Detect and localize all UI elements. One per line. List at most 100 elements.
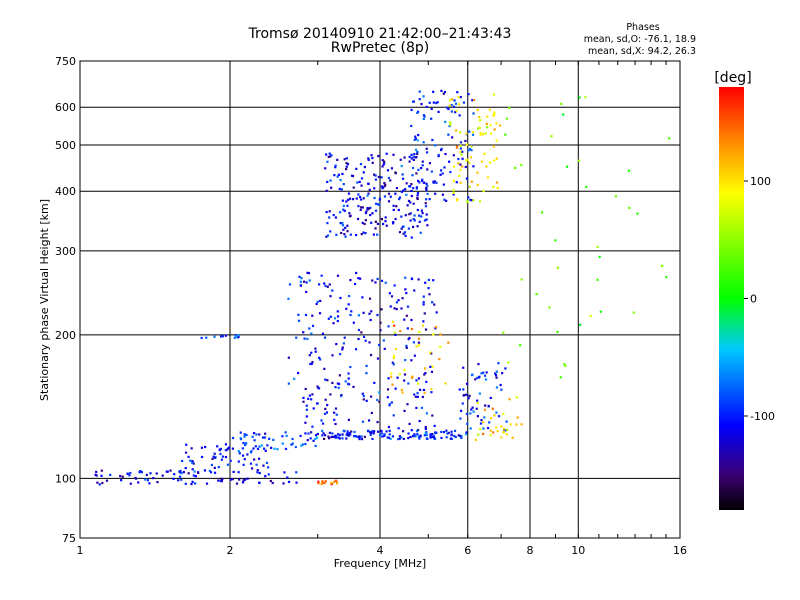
- data-point: [309, 362, 312, 366]
- data-point: [465, 382, 469, 385]
- data-point: [386, 388, 390, 391]
- data-point: [350, 430, 353, 433]
- data-point: [430, 107, 433, 111]
- data-point: [447, 431, 450, 435]
- data-point: [380, 432, 383, 435]
- data-point: [437, 110, 440, 114]
- data-point: [489, 124, 492, 127]
- data-point: [417, 214, 421, 217]
- data-point: [305, 290, 308, 294]
- data-point: [412, 158, 415, 161]
- data-point: [428, 198, 431, 201]
- data-point: [427, 278, 431, 282]
- data-point: [305, 415, 308, 418]
- data-point: [213, 335, 216, 338]
- data-point: [245, 433, 248, 437]
- data-point: [369, 433, 372, 437]
- data-point: [291, 442, 295, 445]
- data-point: [330, 186, 333, 189]
- data-point: [356, 435, 359, 439]
- data-point: [253, 458, 256, 461]
- data-point: [438, 358, 441, 361]
- data-point: [381, 222, 385, 226]
- data-point: [500, 388, 503, 391]
- data-point: [324, 398, 327, 401]
- data-point: [504, 367, 507, 370]
- data-point: [187, 472, 190, 475]
- data-point: [300, 444, 303, 447]
- data-point: [372, 233, 375, 236]
- data-point: [309, 437, 312, 440]
- data-point: [497, 362, 500, 365]
- data-point: [284, 431, 287, 434]
- data-point: [491, 407, 494, 410]
- data-point: [359, 208, 362, 211]
- data-point: [502, 412, 505, 416]
- data-point: [203, 469, 207, 472]
- data-point: [489, 396, 492, 400]
- data-point: [467, 397, 470, 400]
- data-point: [395, 308, 398, 311]
- data-point: [565, 165, 569, 168]
- data-point: [330, 482, 333, 486]
- data-point: [440, 147, 443, 151]
- data-point: [217, 465, 220, 469]
- data-point: [191, 468, 194, 471]
- data-point: [387, 436, 391, 439]
- data-point: [473, 98, 476, 102]
- data-point: [340, 231, 343, 235]
- data-point: [400, 307, 403, 310]
- data-point: [370, 411, 373, 415]
- data-point: [435, 311, 438, 314]
- data-point: [336, 175, 339, 178]
- data-point: [322, 481, 325, 485]
- data-point: [388, 292, 391, 295]
- data-point: [636, 212, 639, 215]
- data-point: [256, 471, 259, 474]
- data-point: [308, 394, 311, 397]
- data-point: [341, 222, 344, 225]
- data-point: [399, 329, 402, 333]
- data-point: [520, 163, 523, 167]
- data-point: [386, 396, 389, 399]
- data-point: [423, 181, 426, 184]
- data-point: [416, 150, 419, 154]
- data-point: [329, 315, 332, 318]
- data-point: [253, 439, 256, 442]
- data-point: [341, 224, 345, 227]
- data-point: [471, 406, 474, 409]
- data-point: [489, 132, 493, 135]
- data-point: [339, 178, 342, 182]
- data-point: [184, 466, 187, 470]
- data-point: [231, 478, 234, 481]
- data-point: [434, 326, 438, 329]
- data-point: [380, 308, 383, 311]
- data-point: [352, 385, 355, 389]
- data-point: [443, 198, 446, 201]
- data-point: [376, 313, 379, 317]
- data-point: [311, 314, 314, 317]
- data-point: [342, 208, 345, 211]
- data-point: [187, 455, 190, 458]
- data-point: [320, 274, 323, 277]
- data-point: [369, 213, 372, 217]
- data-point: [329, 155, 332, 158]
- data-point: [305, 281, 308, 284]
- data-point: [345, 165, 348, 168]
- data-point: [210, 463, 214, 467]
- data-point: [392, 208, 395, 212]
- data-point: [392, 414, 395, 417]
- data-point: [317, 387, 320, 390]
- data-point: [219, 447, 223, 450]
- data-point: [310, 362, 313, 365]
- data-point: [330, 481, 333, 484]
- data-point: [342, 429, 345, 432]
- data-point: [364, 211, 367, 215]
- data-point: [458, 114, 461, 117]
- data-point: [341, 346, 344, 349]
- data-point: [614, 195, 617, 198]
- data-point: [178, 475, 182, 478]
- data-point: [429, 433, 432, 436]
- data-point: [410, 327, 414, 331]
- data-point: [334, 164, 337, 167]
